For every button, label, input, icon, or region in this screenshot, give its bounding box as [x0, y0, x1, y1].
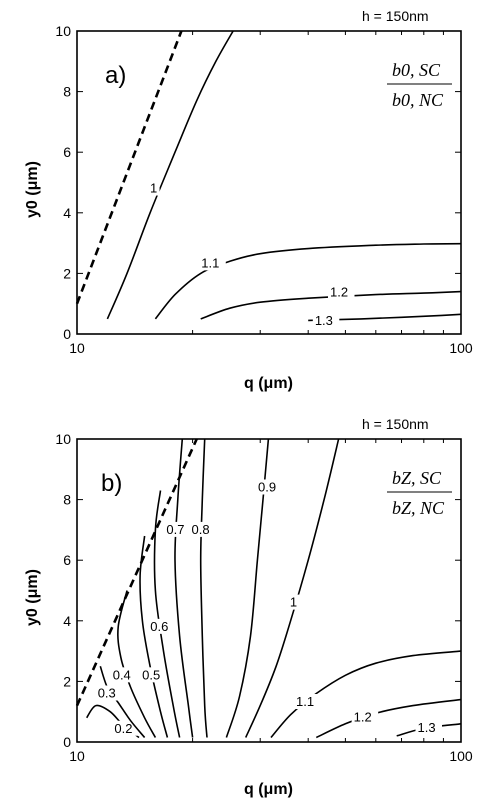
contour-line-0-7 [174, 438, 194, 738]
contour-label: 1.2 [354, 709, 372, 724]
contour-label-background [112, 720, 139, 736]
y-tick-label: 4 [63, 205, 71, 221]
ratio-denominator: b0, NC [392, 90, 444, 110]
contour-label-background [256, 479, 283, 495]
axis-ticks: 0 2 4 6 8 10 10 100 [55, 23, 472, 356]
y-tick-label: 6 [63, 144, 71, 160]
contour-label: 1 [150, 181, 157, 196]
contour-label-background [148, 618, 175, 634]
contour-line-1-3 [308, 313, 462, 322]
contour-line-0-9 [225, 438, 270, 738]
contour-label: 1.3 [418, 720, 436, 735]
y-axis-label: y0 (μm) [24, 161, 41, 218]
contour-lines: 1 1.1 1.2 1.3 [75, 30, 462, 329]
y-axis-label: y0 (μm) [24, 569, 41, 626]
contour-label-background [95, 685, 123, 701]
ratio-label: bZ, SC bZ, NC [387, 468, 452, 518]
y-tick-label: 4 [63, 613, 71, 629]
contour-line-1 [244, 438, 340, 738]
contour-label: 1.3 [315, 313, 333, 328]
contour-label-background [148, 180, 160, 196]
contour-label-background [351, 709, 379, 725]
contour-label: 1 [290, 595, 297, 610]
contour-label: 0.2 [114, 721, 132, 736]
plot-frame [76, 438, 462, 743]
contour-label-background [287, 594, 300, 610]
contour-label: 0.7 [166, 522, 184, 537]
panel-label: b) [101, 470, 122, 497]
contour-line-1-1 [270, 650, 462, 739]
plot-frame [76, 30, 462, 335]
y-tick-label: 0 [63, 326, 71, 342]
axis-ticks: 0 2 4 6 8 10 10 100 [55, 431, 472, 764]
contour-label-background [110, 667, 138, 683]
height-note: h = 150nm [362, 416, 429, 432]
contour-label: 1.1 [201, 255, 219, 270]
contour-line-0-5 [139, 535, 169, 738]
contour-label-background [189, 521, 217, 537]
contour-label: 1.2 [330, 284, 348, 299]
boundary-dashed-line [75, 438, 198, 707]
contour-line-1-1 [154, 242, 462, 320]
boundary-dashed-line [75, 30, 183, 305]
panel-b: h = 150nm b) bZ, SC bZ, NC q (μm) y0 (μm… [24, 416, 473, 798]
ratio-numerator: bZ, SC [392, 468, 442, 488]
contour-label-background [415, 719, 443, 735]
contour-label: 0.4 [113, 667, 131, 682]
contour-label: 0.3 [98, 686, 116, 701]
contour-label-background [312, 313, 340, 329]
ratio-numerator-text: bZ, SC [392, 468, 442, 488]
ratio-numerator: b0, SC [392, 60, 441, 80]
y-tick-label: 8 [63, 84, 71, 100]
y-tick-label: 2 [63, 673, 71, 689]
panel-a: h = 150nm a) b0, SC b0, NC q (μm) y0 (μm… [24, 8, 473, 392]
ratio-denominator-text: bZ, NC [392, 498, 445, 518]
x-tick-label: 100 [449, 340, 473, 356]
contour-line-1 [106, 30, 234, 320]
panel-label: a) [105, 62, 126, 89]
ratio-denominator-text: b0, NC [392, 90, 444, 110]
contour-label: 0.6 [150, 619, 168, 634]
x-axis-label: q (μm) [244, 781, 293, 798]
x-tick-label: 10 [69, 748, 85, 764]
x-axis-label: q (μm) [244, 375, 293, 392]
contour-line-0-8 [199, 438, 208, 738]
y-tick-label: 0 [63, 734, 71, 750]
contour-label-background [294, 694, 321, 710]
contour-label: 0.9 [258, 479, 276, 494]
contour-label-background [140, 667, 167, 683]
contour-label-background [199, 255, 226, 271]
y-tick-label: 10 [55, 431, 71, 447]
ratio-denominator: bZ, NC [392, 498, 445, 518]
contour-label: 1.1 [296, 694, 314, 709]
contour-label: 0.8 [192, 522, 210, 537]
contour-label-background [328, 284, 355, 300]
y-tick-label: 8 [63, 492, 71, 508]
x-tick-label: 10 [69, 340, 85, 356]
y-tick-label: 10 [55, 23, 71, 39]
y-tick-label: 6 [63, 552, 71, 568]
contour-label-background [164, 521, 191, 537]
contour-label: 0.5 [142, 667, 160, 682]
x-tick-label: 100 [449, 748, 473, 764]
ratio-numerator-text: b0, SC [392, 60, 441, 80]
contour-line-0-3 [99, 666, 146, 739]
contour-line-1-2 [200, 290, 462, 320]
contour-lines: 0.2 0.3 0.4 0.5 0.6 0.7 0.8 0.9 1 1.1 1.2 1.3 [75, 438, 462, 739]
height-note: h = 150nm [362, 8, 429, 24]
y-tick-label: 2 [63, 265, 71, 281]
ratio-label: b0, SC b0, NC [387, 60, 452, 110]
